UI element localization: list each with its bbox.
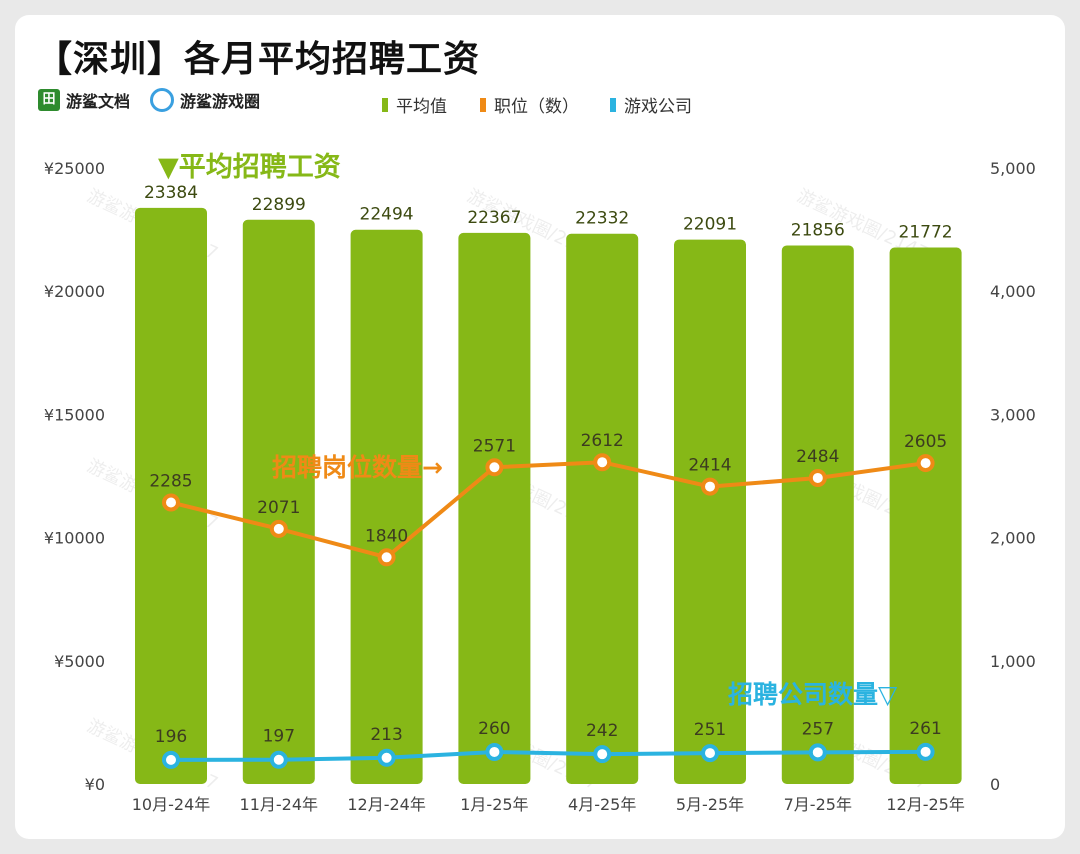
point-label: 2571 bbox=[473, 436, 516, 456]
point-label: 2484 bbox=[796, 447, 839, 467]
annotation-bars: ▼平均招聘工资 bbox=[158, 152, 341, 183]
x-axis-tick: 12月-24年 bbox=[347, 795, 426, 814]
bar-label: 22899 bbox=[252, 195, 306, 215]
legend-swatch bbox=[610, 97, 616, 112]
game-shark-logo: 游鲨游戏圈 bbox=[150, 88, 260, 112]
data-point bbox=[269, 519, 288, 538]
legend-item-avg: 平均值 bbox=[382, 92, 447, 117]
data-point bbox=[701, 477, 719, 496]
data-point bbox=[485, 742, 504, 761]
legend-swatch bbox=[480, 97, 486, 112]
bar bbox=[566, 233, 639, 785]
bar-label: 22494 bbox=[360, 205, 414, 225]
x-axis-tick: 1月-25年 bbox=[460, 795, 528, 814]
point-label: 261 bbox=[909, 719, 941, 739]
x-axis-tick: 12月-25年 bbox=[886, 795, 965, 814]
left-axis-tick: ¥20000 bbox=[44, 282, 105, 301]
point-label: 2285 bbox=[149, 471, 192, 491]
point-label: 2071 bbox=[257, 498, 300, 518]
bar bbox=[458, 232, 531, 784]
x-axis-tick: 5月-25年 bbox=[676, 795, 744, 814]
right-axis-tick: 3,000 bbox=[990, 405, 1036, 424]
bar-label: 22091 bbox=[683, 215, 737, 235]
annotation-companies: 招聘公司数量▽ bbox=[728, 680, 898, 709]
point-label: 257 bbox=[802, 719, 834, 739]
point-label: 251 bbox=[694, 720, 726, 740]
bar bbox=[781, 245, 854, 785]
left-axis-tick: ¥5000 bbox=[54, 652, 105, 671]
right-axis-tick: 4,000 bbox=[990, 282, 1036, 301]
right-axis-tick: 5,000 bbox=[990, 159, 1036, 178]
data-point bbox=[808, 743, 827, 762]
legend-item-companies: 游戏公司 bbox=[610, 92, 692, 117]
data-point bbox=[593, 745, 612, 764]
bar bbox=[242, 219, 315, 784]
logo-text: 游鲨游戏圈 bbox=[180, 92, 261, 111]
legend-swatch bbox=[382, 97, 388, 112]
point-label: 2414 bbox=[688, 456, 731, 476]
point-label: 242 bbox=[586, 721, 618, 741]
bar bbox=[889, 247, 962, 785]
point-label: 1840 bbox=[365, 526, 408, 546]
point-label: 260 bbox=[478, 719, 510, 739]
chart-title: 【深圳】各月平均招聘工资 bbox=[36, 39, 481, 80]
bar-label: 22332 bbox=[575, 209, 629, 229]
left-axis-tick: ¥0 bbox=[85, 775, 105, 794]
bar-label: 21856 bbox=[791, 220, 845, 240]
legend-label: 平均值 bbox=[396, 97, 447, 117]
data-point bbox=[162, 493, 180, 512]
point-label: 213 bbox=[370, 725, 402, 745]
data-point bbox=[808, 468, 827, 487]
legend-label: 游戏公司 bbox=[624, 97, 692, 117]
bar bbox=[350, 229, 423, 785]
logo-text: 游鲨文档 bbox=[66, 92, 131, 111]
x-axis-tick: 10月-24年 bbox=[132, 795, 211, 814]
x-axis-tick: 4月-25年 bbox=[568, 795, 636, 814]
point-label: 197 bbox=[263, 727, 295, 747]
right-axis-tick: 0 bbox=[990, 775, 1000, 794]
sheet-icon: 田 bbox=[38, 89, 60, 111]
series-line bbox=[170, 460, 926, 560]
youshark-docs-logo: 田 游鲨文档 bbox=[38, 88, 130, 112]
right-axis-tick: 2,000 bbox=[990, 529, 1036, 548]
point-label: 2612 bbox=[581, 431, 624, 451]
shark-icon bbox=[150, 88, 174, 112]
x-axis-tick: 7月-25年 bbox=[784, 795, 852, 814]
data-point bbox=[916, 454, 935, 473]
data-point bbox=[377, 748, 396, 767]
bar-label: 22367 bbox=[467, 208, 521, 228]
legend-label: 职位（数） bbox=[494, 97, 579, 117]
data-point bbox=[269, 750, 288, 769]
data-point bbox=[701, 744, 719, 763]
data-point bbox=[377, 548, 396, 567]
bar-label: 23384 bbox=[144, 183, 198, 203]
series-line bbox=[170, 749, 926, 762]
x-axis-tick: 11月-24年 bbox=[240, 795, 319, 814]
data-point bbox=[162, 750, 180, 769]
bar bbox=[674, 239, 746, 785]
annotation-jobs: 招聘岗位数量→ bbox=[272, 453, 443, 482]
point-label: 196 bbox=[155, 727, 187, 747]
left-axis-tick: ¥10000 bbox=[44, 529, 105, 548]
data-point bbox=[916, 742, 935, 761]
right-axis-tick: 1,000 bbox=[990, 652, 1036, 671]
bar-label: 21772 bbox=[899, 223, 953, 243]
legend-item-jobs: 职位（数） bbox=[480, 92, 579, 117]
data-point bbox=[485, 458, 504, 477]
left-axis-tick: ¥25000 bbox=[44, 159, 105, 178]
left-axis-tick: ¥15000 bbox=[44, 405, 105, 424]
point-label: 2605 bbox=[904, 432, 947, 452]
data-point bbox=[593, 453, 612, 472]
